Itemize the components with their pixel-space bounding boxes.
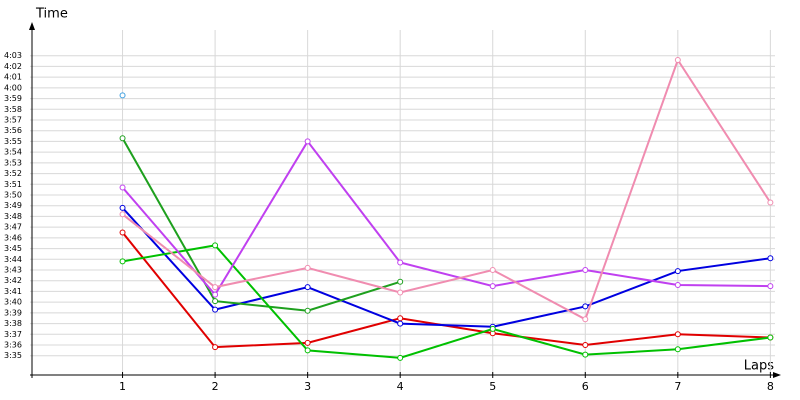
point — [767, 283, 774, 290]
point — [582, 267, 589, 273]
x-tick-label: 2 — [212, 380, 219, 393]
point — [767, 255, 774, 262]
point — [119, 258, 126, 265]
y-tick-label: 3:38 — [4, 319, 22, 328]
y-tick-label: 4:03 — [4, 51, 22, 60]
x-tick-label: 5 — [489, 380, 496, 393]
y-tick-label: 3:40 — [4, 298, 22, 307]
y-tick-label: 3:55 — [4, 137, 22, 146]
point — [212, 306, 219, 313]
point — [212, 298, 219, 305]
series-line — [121, 207, 771, 328]
y-tick-label: 4:01 — [4, 73, 22, 82]
y-axis-title: Time — [35, 7, 68, 22]
y-axis-arrow — [29, 22, 35, 30]
point — [489, 325, 496, 332]
y-tick-label: 3:35 — [4, 351, 22, 360]
y-tick-label: 3:47 — [4, 223, 22, 232]
point — [397, 278, 404, 285]
point — [212, 242, 219, 249]
point — [674, 346, 681, 353]
point — [304, 347, 311, 354]
point — [674, 268, 681, 275]
point — [397, 289, 404, 296]
y-tick-label: 3:41 — [4, 287, 22, 296]
point — [119, 204, 126, 211]
point — [304, 138, 311, 145]
point — [304, 307, 311, 314]
y-tick-label: 3:49 — [4, 201, 22, 210]
y-tick-label: 3:53 — [4, 158, 22, 167]
point — [397, 320, 404, 327]
y-tick-label: 3:39 — [4, 308, 22, 317]
y-tick-label: 3:57 — [4, 116, 22, 125]
y-tick-label: 3:42 — [4, 276, 22, 285]
point — [119, 211, 126, 218]
point — [119, 184, 126, 191]
y-tick-label: 3:48 — [4, 212, 22, 221]
point — [212, 344, 219, 351]
y-tick-label: 4:00 — [4, 83, 22, 92]
point — [119, 229, 126, 236]
y-tick-label: 3:50 — [4, 191, 22, 200]
point — [304, 264, 311, 271]
series-line — [121, 139, 771, 297]
point — [582, 303, 589, 310]
point — [767, 334, 774, 341]
point — [582, 316, 589, 323]
point — [397, 315, 404, 322]
point — [489, 267, 496, 273]
y-tick-label: 3:36 — [4, 341, 22, 350]
y-tick-label: 3:59 — [4, 94, 22, 103]
y-tick-label: 3:51 — [4, 180, 22, 189]
x-tick-label: 7 — [674, 380, 681, 393]
y-tick-label: 3:52 — [4, 169, 22, 178]
x-tick-label: 3 — [304, 380, 311, 393]
y-tick-label: 3:56 — [4, 126, 22, 135]
point — [582, 342, 589, 348]
series-line — [121, 137, 401, 312]
x-tick-label: 8 — [767, 380, 774, 393]
point — [582, 351, 589, 358]
y-tick-label: 3:54 — [4, 148, 22, 157]
point — [304, 339, 311, 346]
y-tick-label: 3:37 — [4, 330, 22, 339]
y-tick-label: 3:45 — [4, 244, 22, 253]
point — [212, 284, 219, 291]
point — [119, 92, 126, 99]
y-tick-label: 3:58 — [4, 105, 22, 114]
point — [304, 284, 311, 291]
x-tick-label: 4 — [397, 380, 404, 393]
point — [119, 135, 126, 142]
series-line — [121, 57, 772, 321]
series-line — [122, 244, 771, 359]
point — [674, 57, 681, 63]
point — [489, 283, 496, 290]
x-axis-arrow — [773, 372, 781, 378]
point — [397, 259, 404, 266]
point — [674, 282, 681, 288]
y-tick-label: 3:46 — [4, 233, 22, 242]
point — [767, 199, 774, 206]
y-tick-label: 3:44 — [4, 255, 22, 264]
y-tick-label: 4:02 — [4, 62, 22, 71]
y-tick-label: 3:43 — [4, 266, 22, 275]
x-axis-title: Laps — [744, 359, 774, 374]
x-tick-label: 1 — [119, 380, 126, 393]
point — [397, 354, 404, 361]
x-tick-label: 6 — [582, 380, 589, 393]
point — [674, 331, 681, 338]
point — [212, 291, 219, 298]
